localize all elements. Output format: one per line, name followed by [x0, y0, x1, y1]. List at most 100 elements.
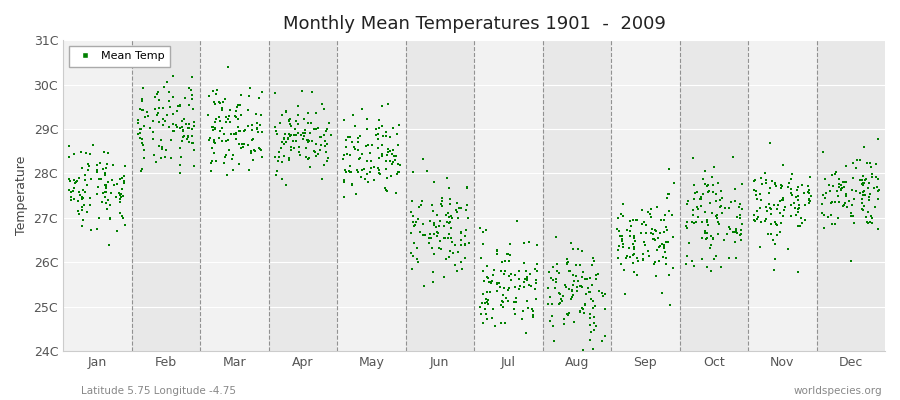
Point: [578, 302, 592, 308]
Point: [687, 220, 701, 226]
Point: [90, 169, 104, 176]
Point: [286, 144, 301, 151]
Point: [223, 131, 238, 138]
Point: [343, 168, 357, 175]
Point: [295, 136, 310, 142]
Point: [612, 242, 626, 249]
Point: [734, 232, 748, 238]
Point: [380, 188, 394, 194]
Point: [412, 228, 427, 235]
Point: [587, 319, 601, 326]
Point: [427, 251, 441, 257]
Point: [454, 258, 468, 265]
Point: [734, 206, 749, 213]
Point: [786, 171, 800, 178]
Point: [654, 289, 669, 296]
Point: [374, 102, 389, 109]
Point: [783, 202, 797, 208]
Point: [231, 102, 246, 108]
Point: [853, 190, 868, 196]
Point: [651, 204, 665, 210]
Point: [773, 229, 788, 235]
Point: [523, 283, 537, 289]
Point: [78, 150, 93, 156]
Point: [529, 268, 544, 274]
Point: [589, 272, 603, 279]
Point: [770, 183, 784, 189]
Point: [831, 193, 845, 199]
Point: [770, 206, 784, 212]
Point: [680, 222, 694, 229]
Point: [856, 180, 870, 186]
Point: [558, 284, 572, 290]
Point: [685, 155, 699, 162]
Point: [509, 295, 524, 301]
Point: [791, 192, 806, 199]
Point: [233, 112, 248, 118]
Point: [369, 126, 383, 132]
Point: [105, 176, 120, 183]
Point: [871, 188, 886, 194]
Point: [382, 146, 396, 152]
Point: [176, 133, 191, 140]
Point: [435, 203, 449, 209]
Point: [241, 142, 256, 148]
Point: [150, 91, 165, 98]
Point: [508, 299, 522, 305]
Point: [770, 232, 785, 238]
Point: [504, 277, 518, 283]
Point: [207, 150, 221, 156]
Bar: [611, 40, 680, 351]
Point: [89, 226, 104, 232]
Point: [215, 138, 230, 144]
Point: [140, 108, 155, 115]
Point: [502, 240, 517, 247]
Point: [777, 161, 791, 168]
Point: [855, 172, 869, 179]
Point: [686, 212, 700, 218]
Point: [182, 125, 196, 132]
Point: [245, 127, 259, 133]
Point: [67, 176, 81, 183]
Point: [442, 184, 456, 191]
Point: [137, 123, 151, 129]
Point: [817, 212, 832, 218]
Point: [564, 294, 579, 300]
Point: [833, 187, 848, 194]
Point: [437, 234, 452, 241]
Point: [828, 169, 842, 175]
Point: [764, 220, 778, 227]
Point: [849, 164, 863, 171]
Point: [134, 126, 148, 132]
Point: [302, 164, 317, 170]
Point: [790, 187, 805, 193]
Point: [185, 92, 200, 98]
Point: [460, 201, 474, 208]
Point: [289, 117, 303, 124]
Point: [292, 144, 306, 150]
Point: [764, 178, 778, 184]
Point: [405, 266, 419, 272]
Point: [454, 242, 468, 248]
Point: [229, 131, 243, 138]
Point: [173, 102, 187, 109]
Point: [220, 64, 235, 71]
Point: [406, 213, 420, 219]
Point: [416, 232, 430, 238]
Point: [298, 127, 312, 133]
Point: [439, 219, 454, 225]
Point: [207, 99, 221, 105]
Point: [635, 206, 650, 213]
Point: [638, 242, 652, 248]
Point: [136, 142, 150, 148]
Point: [177, 116, 192, 122]
Point: [623, 254, 637, 260]
Point: [576, 310, 590, 316]
Point: [499, 268, 513, 274]
Point: [586, 346, 600, 352]
Point: [356, 166, 371, 172]
Point: [136, 106, 150, 113]
Point: [648, 259, 662, 266]
Point: [99, 182, 113, 188]
Point: [117, 172, 131, 179]
